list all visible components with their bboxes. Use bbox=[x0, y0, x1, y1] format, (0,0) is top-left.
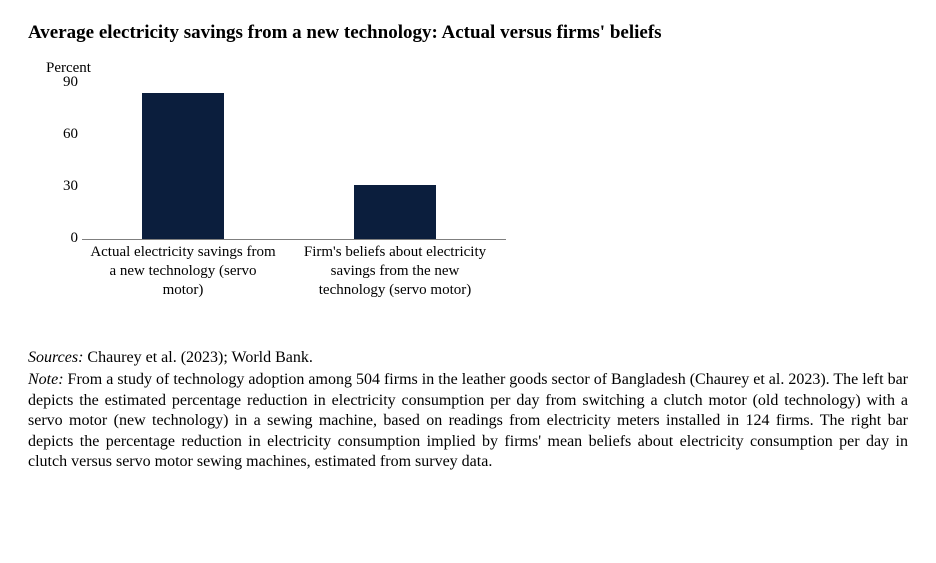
y-tick-label: 0 bbox=[46, 230, 78, 247]
y-tick-label: 90 bbox=[46, 74, 78, 91]
plot-area bbox=[82, 83, 506, 239]
sources-text: Chaurey et al. (2023); World Bank. bbox=[83, 349, 312, 366]
bar-chart: Percent 90 60 30 0 Actual electricity sa… bbox=[36, 60, 908, 340]
sources-line: Sources: Chaurey et al. (2023); World Ba… bbox=[28, 348, 908, 368]
caption-block: Sources: Chaurey et al. (2023); World Ba… bbox=[28, 348, 908, 473]
category-label: Actual electricity savings from a new te… bbox=[90, 243, 276, 299]
category-label: Firm's beliefs about electricity savings… bbox=[302, 243, 488, 299]
x-axis-line bbox=[82, 239, 506, 240]
sources-label: Sources: bbox=[28, 349, 83, 366]
y-tick-label: 30 bbox=[46, 178, 78, 195]
note-text: From a study of technology adoption amon… bbox=[28, 371, 908, 470]
bar-actual bbox=[142, 93, 224, 239]
bar-beliefs bbox=[354, 185, 436, 239]
note-label: Note: bbox=[28, 371, 64, 388]
y-tick-label: 60 bbox=[46, 126, 78, 143]
note-line: Note: From a study of technology adoptio… bbox=[28, 370, 908, 472]
chart-title: Average electricity savings from a new t… bbox=[28, 22, 908, 44]
